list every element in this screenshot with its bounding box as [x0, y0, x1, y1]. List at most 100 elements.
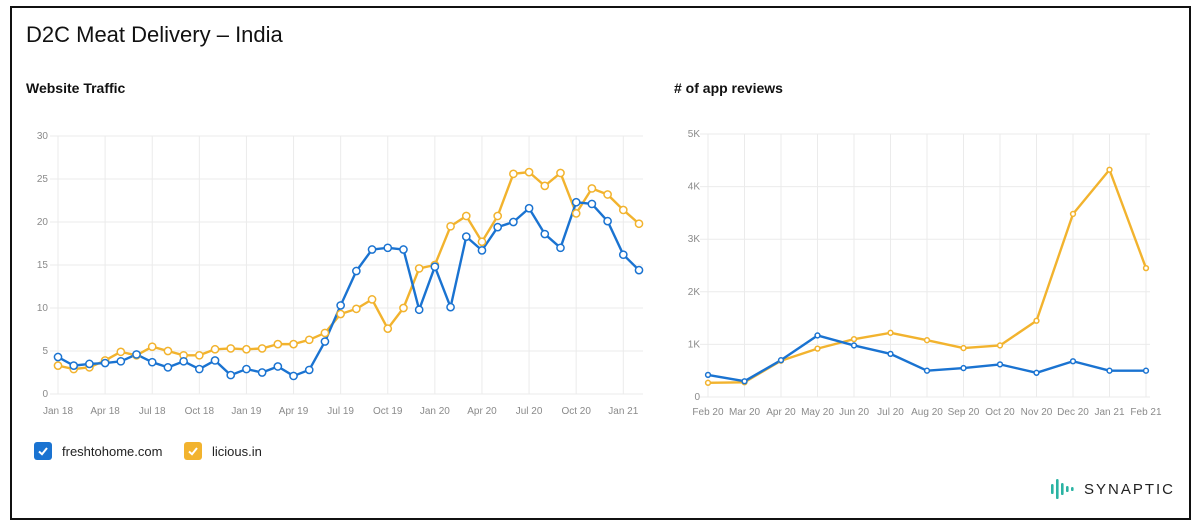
data-point [257, 344, 267, 353]
x-tick-label: Oct 19 [373, 406, 403, 417]
x-tick-label: Jul 19 [327, 406, 354, 417]
data-point [352, 304, 361, 314]
legend-label-licious: licious.in [212, 443, 262, 459]
legend-label-freshtohome: freshtohome.com [62, 443, 163, 459]
data-point [53, 352, 63, 362]
data-point [777, 357, 785, 364]
data-point [116, 347, 126, 357]
data-point [540, 229, 550, 239]
x-tick-label: Jan 21 [608, 406, 638, 417]
data-point [336, 309, 345, 319]
data-point [887, 350, 894, 358]
data-point [587, 199, 597, 209]
x-tick-label: Jan 18 [43, 406, 73, 417]
x-tick-label: Jan 20 [420, 406, 450, 417]
x-tick-label: Jul 20 [516, 406, 543, 417]
checkbox-checked-icon[interactable] [34, 442, 52, 460]
data-point [257, 368, 267, 377]
legend-item-freshtohome[interactable]: freshtohome.com [34, 442, 162, 460]
data-point [1033, 369, 1040, 376]
data-point [194, 350, 204, 360]
data-point [430, 262, 440, 272]
data-point [850, 335, 858, 343]
data-point [461, 232, 471, 241]
data-point [414, 305, 424, 315]
data-point [1106, 166, 1113, 173]
x-tick-label: Apr 20 [467, 406, 497, 417]
data-point [509, 217, 518, 227]
data-point [493, 222, 503, 232]
data-point [446, 221, 455, 231]
data-point [116, 356, 126, 366]
data-point [461, 211, 471, 221]
data-point [524, 203, 534, 213]
data-point [163, 362, 173, 372]
data-point [320, 337, 330, 346]
data-point [741, 378, 748, 385]
y-tick-label: 20 [37, 217, 49, 228]
y-tick-label: 15 [37, 260, 49, 271]
data-point [289, 339, 298, 349]
y-tick-label: 25 [37, 174, 49, 185]
y-tick-label: 5K [688, 129, 701, 140]
data-point [477, 237, 487, 247]
data-point [85, 359, 94, 369]
data-point [603, 216, 612, 226]
x-tick-label: Jan 19 [231, 406, 261, 417]
data-point [226, 370, 236, 380]
traffic-chart-title: Website Traffic [26, 80, 126, 96]
data-point [367, 245, 377, 254]
checkbox-checked-icon[interactable] [184, 442, 202, 460]
x-tick-label: Feb 21 [1130, 407, 1162, 418]
data-point [923, 337, 931, 344]
data-point [242, 364, 251, 374]
data-point [540, 181, 550, 191]
data-point [634, 219, 644, 229]
data-point [289, 371, 298, 381]
data-point [618, 205, 628, 215]
x-tick-label: Nov 20 [1021, 407, 1053, 418]
report-frame [10, 6, 1191, 520]
x-tick-label: May 20 [801, 407, 834, 418]
data-point [960, 344, 967, 352]
page-title: D2C Meat Delivery – India [26, 22, 283, 47]
data-point [163, 346, 173, 356]
data-point [509, 169, 518, 179]
data-point [996, 342, 1004, 349]
data-point [304, 365, 314, 375]
reviews-chart-title: # of app reviews [674, 80, 783, 96]
data-point [273, 339, 283, 349]
data-point [1142, 264, 1150, 272]
x-tick-label: Mar 20 [729, 407, 761, 418]
data-point [493, 211, 503, 221]
data-point [383, 243, 393, 253]
x-tick-label: Feb 20 [692, 407, 724, 418]
data-point [446, 302, 455, 312]
data-point [53, 361, 63, 370]
y-tick-label: 3K [688, 234, 701, 245]
data-point [194, 364, 204, 374]
data-point [618, 250, 628, 260]
data-point [1106, 367, 1113, 374]
data-point [383, 324, 393, 333]
data-point [226, 344, 236, 353]
data-point [1069, 210, 1077, 218]
data-point [814, 332, 821, 339]
legend-item-licious[interactable]: licious.in [184, 442, 262, 460]
data-point [147, 357, 157, 367]
data-point [69, 361, 79, 370]
data-point [352, 266, 361, 276]
data-point [273, 362, 283, 371]
x-tick-label: Apr 18 [90, 406, 120, 417]
x-tick-label: Apr 20 [766, 407, 796, 418]
synaptic-logo-icon [1051, 479, 1074, 499]
data-point [477, 246, 487, 255]
x-tick-label: Jan 21 [1094, 407, 1124, 418]
data-point [210, 356, 220, 365]
data-point [399, 303, 408, 313]
x-tick-label: Aug 20 [911, 407, 943, 418]
y-tick-label: 0 [694, 392, 700, 403]
x-tick-label: Oct 18 [185, 406, 215, 417]
data-point [571, 209, 581, 218]
